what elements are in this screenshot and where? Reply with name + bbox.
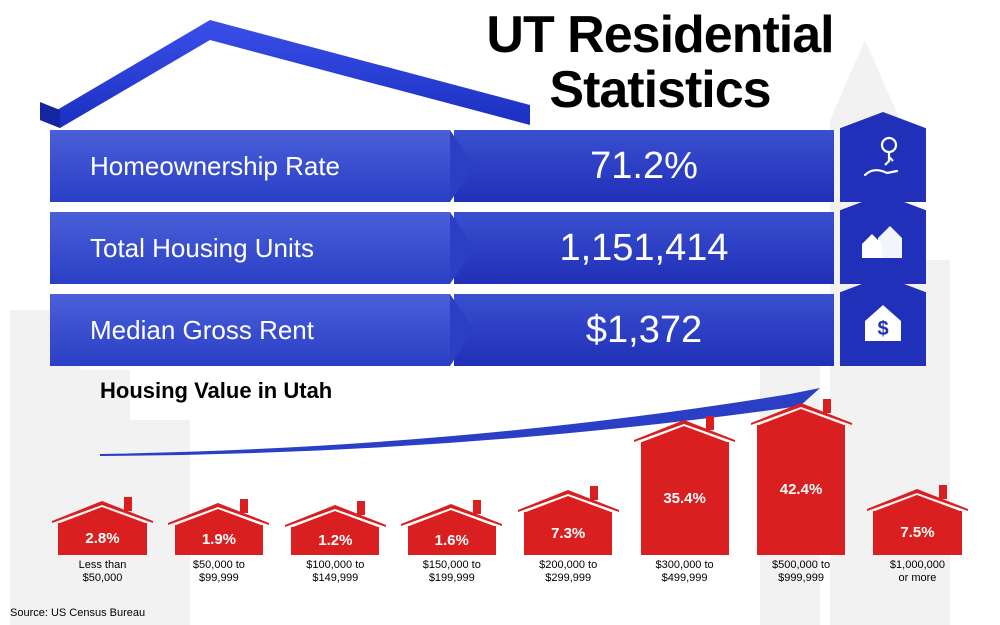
house-dollar-icon: $ [840,276,926,366]
house-range-label: $100,000 to$149,999 [306,559,364,585]
house-roof-icon [50,497,155,523]
stat-label: Homeownership Rate [50,130,450,202]
keys-hand-icon [840,112,926,202]
source-text: Source: US Census Bureau [10,607,145,619]
house-bar: 7.5% $1,000,000or more [865,485,970,585]
svg-text:$: $ [877,318,888,340]
house-roof-icon [399,500,504,526]
house-value: 42.4% [757,425,845,555]
house-range-label: $1,000,000or more [890,559,945,585]
house-bar: 1.6% $150,000 to$199,999 [399,500,504,585]
house-graphic: 42.4% [749,399,854,555]
house-roof-icon [632,416,737,442]
house-roof-icon [516,486,621,512]
house-bar: 2.8% Less than$50,000 [50,497,155,585]
house-range-label: $300,000 to$499,999 [656,559,714,585]
house-range-label: $50,000 to$99,999 [193,559,245,585]
house-bar: 1.2% $100,000 to$149,999 [283,501,388,585]
stat-row-units: Total Housing Units 1,151,414 [50,212,926,284]
house-range-label: $500,000 to$999,999 [772,559,830,585]
stat-label: Median Gross Rent [50,294,450,366]
house-value: 1.9% [175,525,263,555]
house-value: 1.2% [291,527,379,555]
house-graphic: 2.8% [50,497,155,555]
stat-value: 71.2% [454,130,834,202]
house-range-label: $150,000 to$199,999 [423,559,481,585]
house-value: 7.3% [524,512,612,555]
house-graphic: 1.9% [166,499,271,555]
house-graphic: 1.2% [283,501,388,555]
house-range-label: $200,000 to$299,999 [539,559,597,585]
house-bar: 42.4% $500,000 to$999,999 [749,399,854,585]
house-graphic: 7.3% [516,486,621,555]
stat-row-homeownership: Homeownership Rate 71.2% [50,130,926,202]
houses-icon [840,194,926,284]
house-roof-icon [865,485,970,511]
house-graphic: 35.4% [632,416,737,555]
stat-value: 1,151,414 [454,212,834,284]
house-value: 2.8% [58,523,146,555]
house-bar: 35.4% $300,000 to$499,999 [632,416,737,585]
house-graphic: 7.5% [865,485,970,555]
house-bar: 7.3% $200,000 to$299,999 [516,486,621,585]
housing-value-chart: 2.8% Less than$50,000 1.9% $50,000 to$99… [50,405,970,585]
house-value: 7.5% [873,511,961,555]
house-roof-icon [166,499,271,525]
stat-value: $1,372 [454,294,834,366]
stat-row-rent: Median Gross Rent $1,372 $ [50,294,926,366]
house-roof-icon [283,501,388,527]
page-title: UT Residential Statistics [380,8,940,117]
title-line-1: UT Residential [486,6,833,64]
title-line-2: Statistics [549,61,770,119]
house-bar: 1.9% $50,000 to$99,999 [166,499,271,585]
stat-label: Total Housing Units [50,212,450,284]
house-value: 1.6% [408,526,496,555]
house-roof-icon [749,399,854,425]
house-value: 35.4% [641,442,729,555]
house-graphic: 1.6% [399,500,504,555]
house-range-label: Less than$50,000 [79,559,127,585]
